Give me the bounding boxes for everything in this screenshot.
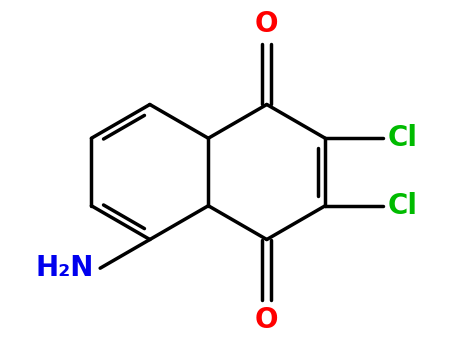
Text: Cl: Cl bbox=[388, 192, 418, 220]
Text: H₂N: H₂N bbox=[35, 254, 93, 282]
Text: O: O bbox=[255, 10, 279, 38]
Text: Cl: Cl bbox=[388, 124, 418, 152]
Text: O: O bbox=[255, 306, 279, 334]
